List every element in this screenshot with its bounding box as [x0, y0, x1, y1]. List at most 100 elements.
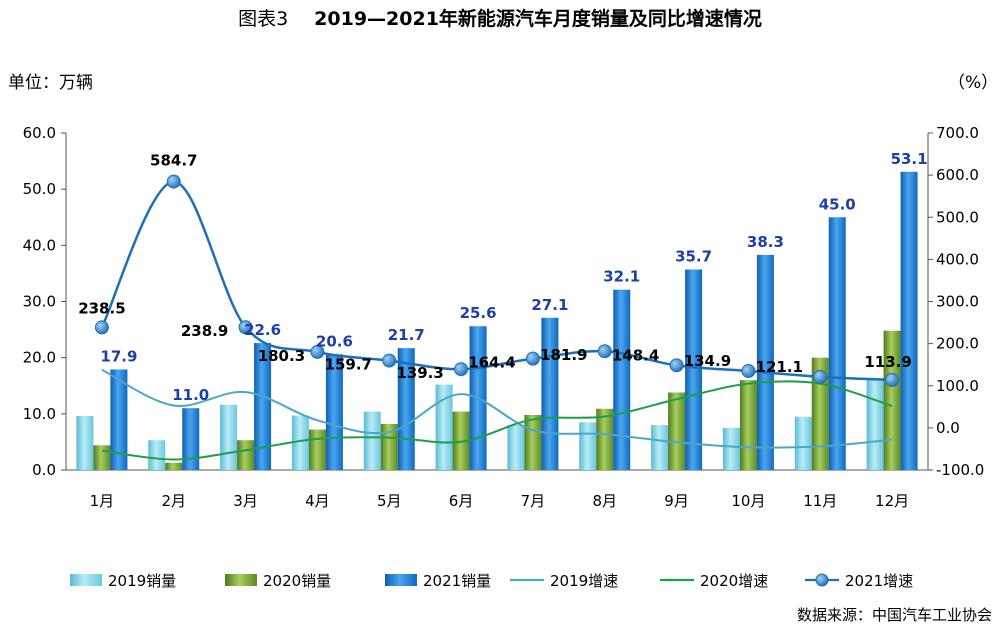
bar-2020销量: [237, 440, 255, 470]
bar-2019销量: [579, 422, 597, 470]
right-axis-unit: （%）: [948, 73, 999, 93]
bar-2021销量: [900, 171, 918, 470]
marker-2021增速: [238, 320, 253, 335]
sales-2021-label: 35.7: [675, 247, 712, 265]
sales-2021-label: 27.1: [531, 296, 568, 314]
right-tick-label: 100.0: [936, 377, 979, 395]
growth-2021-label: 181.9: [540, 346, 587, 364]
left-tick-label: 20.0: [23, 349, 56, 367]
bar-2021销量: [613, 289, 631, 470]
left-tick-label: 40.0: [23, 236, 56, 254]
sales-2021-label: 22.6: [244, 321, 281, 339]
x-tick-label: 3月: [233, 492, 258, 510]
sales-2021-label: 21.7: [388, 326, 425, 344]
x-tick-label: 2月: [161, 492, 186, 510]
bar-2020销量: [811, 357, 829, 470]
legend-label: 2019销量: [108, 572, 176, 590]
bar-2019销量: [794, 416, 812, 470]
marker-2021增速: [813, 369, 828, 384]
growth-2021-label: 134.9: [684, 352, 731, 370]
marker-2021增速: [669, 358, 684, 373]
growth-2021-label: 238.5: [78, 299, 125, 317]
left-tick-label: 30.0: [23, 293, 56, 311]
bar-2021销量: [110, 369, 128, 470]
bar-2021销量: [685, 269, 703, 470]
line-2019增速: [101, 368, 893, 449]
bar-2021销量: [325, 354, 343, 470]
marker-2021增速: [741, 364, 756, 379]
legend-label: 2021销量: [423, 572, 491, 590]
x-tick-label: 4月: [305, 492, 330, 510]
bar-2019销量: [363, 411, 381, 470]
x-tick-label: 5月: [377, 492, 402, 510]
right-tick-label: 200.0: [936, 335, 979, 353]
bar-2019销量: [220, 404, 238, 470]
x-tick-label: 6月: [449, 492, 474, 510]
marker-2021增速: [166, 174, 181, 189]
bar-2021销量: [828, 217, 846, 470]
growth-2021-label: 121.1: [756, 358, 803, 376]
bar-2020销量: [739, 380, 757, 470]
growth-2021-label: 113.9: [864, 353, 911, 371]
legend-label: 2019增速: [550, 572, 618, 590]
sales-2021-label: 32.1: [603, 268, 640, 286]
bar-2021销量: [182, 408, 200, 470]
marker-2021增速: [885, 372, 900, 387]
right-tick-label: -100.0: [936, 461, 984, 479]
marker-2021增速: [454, 362, 469, 377]
sales-2021-label: 53.1: [891, 150, 928, 168]
sales-2021-label: 45.0: [819, 195, 856, 213]
sales-2021-label: 25.6: [460, 304, 497, 322]
legend-swatch: [70, 574, 102, 586]
legend-swatch: [225, 574, 257, 586]
bar-2020销量: [883, 330, 901, 470]
x-tick-label: 1月: [90, 492, 115, 510]
right-tick-label: 0.0: [936, 419, 960, 437]
title-prefix: 图表3: [238, 8, 289, 30]
sales-2021-label: 20.6: [316, 332, 353, 350]
right-tick-label: 700.0: [936, 124, 979, 142]
growth-2021-label: 180.3: [258, 347, 305, 365]
left-tick-label: 10.0: [23, 405, 56, 423]
marker-2021增速: [597, 344, 612, 359]
right-tick-label: 600.0: [936, 166, 979, 184]
left-tick-label: 50.0: [23, 180, 56, 198]
bar-2020销量: [596, 408, 614, 470]
data-source: 数据来源：中国汽车工业协会: [796, 606, 992, 624]
bar-2019销量: [507, 425, 525, 470]
bar-2019销量: [651, 425, 669, 470]
growth-2021-label: 164.4: [468, 354, 515, 372]
marker-2021增速: [94, 320, 109, 335]
legend-marker: [815, 573, 829, 587]
legend-label: 2020销量: [263, 572, 331, 590]
bar-2019销量: [148, 440, 166, 470]
x-tick-label: 10月: [731, 492, 765, 510]
bar-2021销量: [756, 254, 774, 470]
marker-2021增速: [382, 353, 397, 368]
bar-2020销量: [165, 462, 183, 470]
right-tick-label: 500.0: [936, 208, 979, 226]
legend-swatch: [385, 574, 417, 586]
bar-2020销量: [668, 392, 686, 470]
growth-2021-label: 139.3: [396, 364, 443, 382]
legend-label: 2021增速: [845, 572, 913, 590]
x-tick-label: 12月: [875, 492, 909, 510]
x-tick-label: 7月: [521, 492, 546, 510]
growth-2021-label: 238.9: [181, 322, 228, 340]
bar-2020销量: [308, 429, 326, 470]
growth-2021-label: 159.7: [325, 356, 372, 374]
growth-2021-label: 584.7: [150, 152, 197, 170]
marker-2021增速: [525, 351, 540, 366]
legend-label: 2020增速: [700, 572, 768, 590]
bar-2019销量: [76, 416, 94, 470]
title-main: 2019—2021年新能源汽车月度销量及同比增速情况: [314, 8, 762, 30]
bar-2020销量: [380, 423, 398, 470]
sales-2021-label: 38.3: [747, 233, 784, 251]
x-tick-label: 9月: [664, 492, 689, 510]
bar-2020销量: [93, 445, 111, 470]
left-tick-label: 60.0: [23, 124, 56, 142]
bar-2021销量: [541, 317, 559, 470]
bar-2019销量: [291, 415, 309, 470]
chart-title: 图表3 2019—2021年新能源汽车月度销量及同比增速情况: [0, 4, 1000, 31]
